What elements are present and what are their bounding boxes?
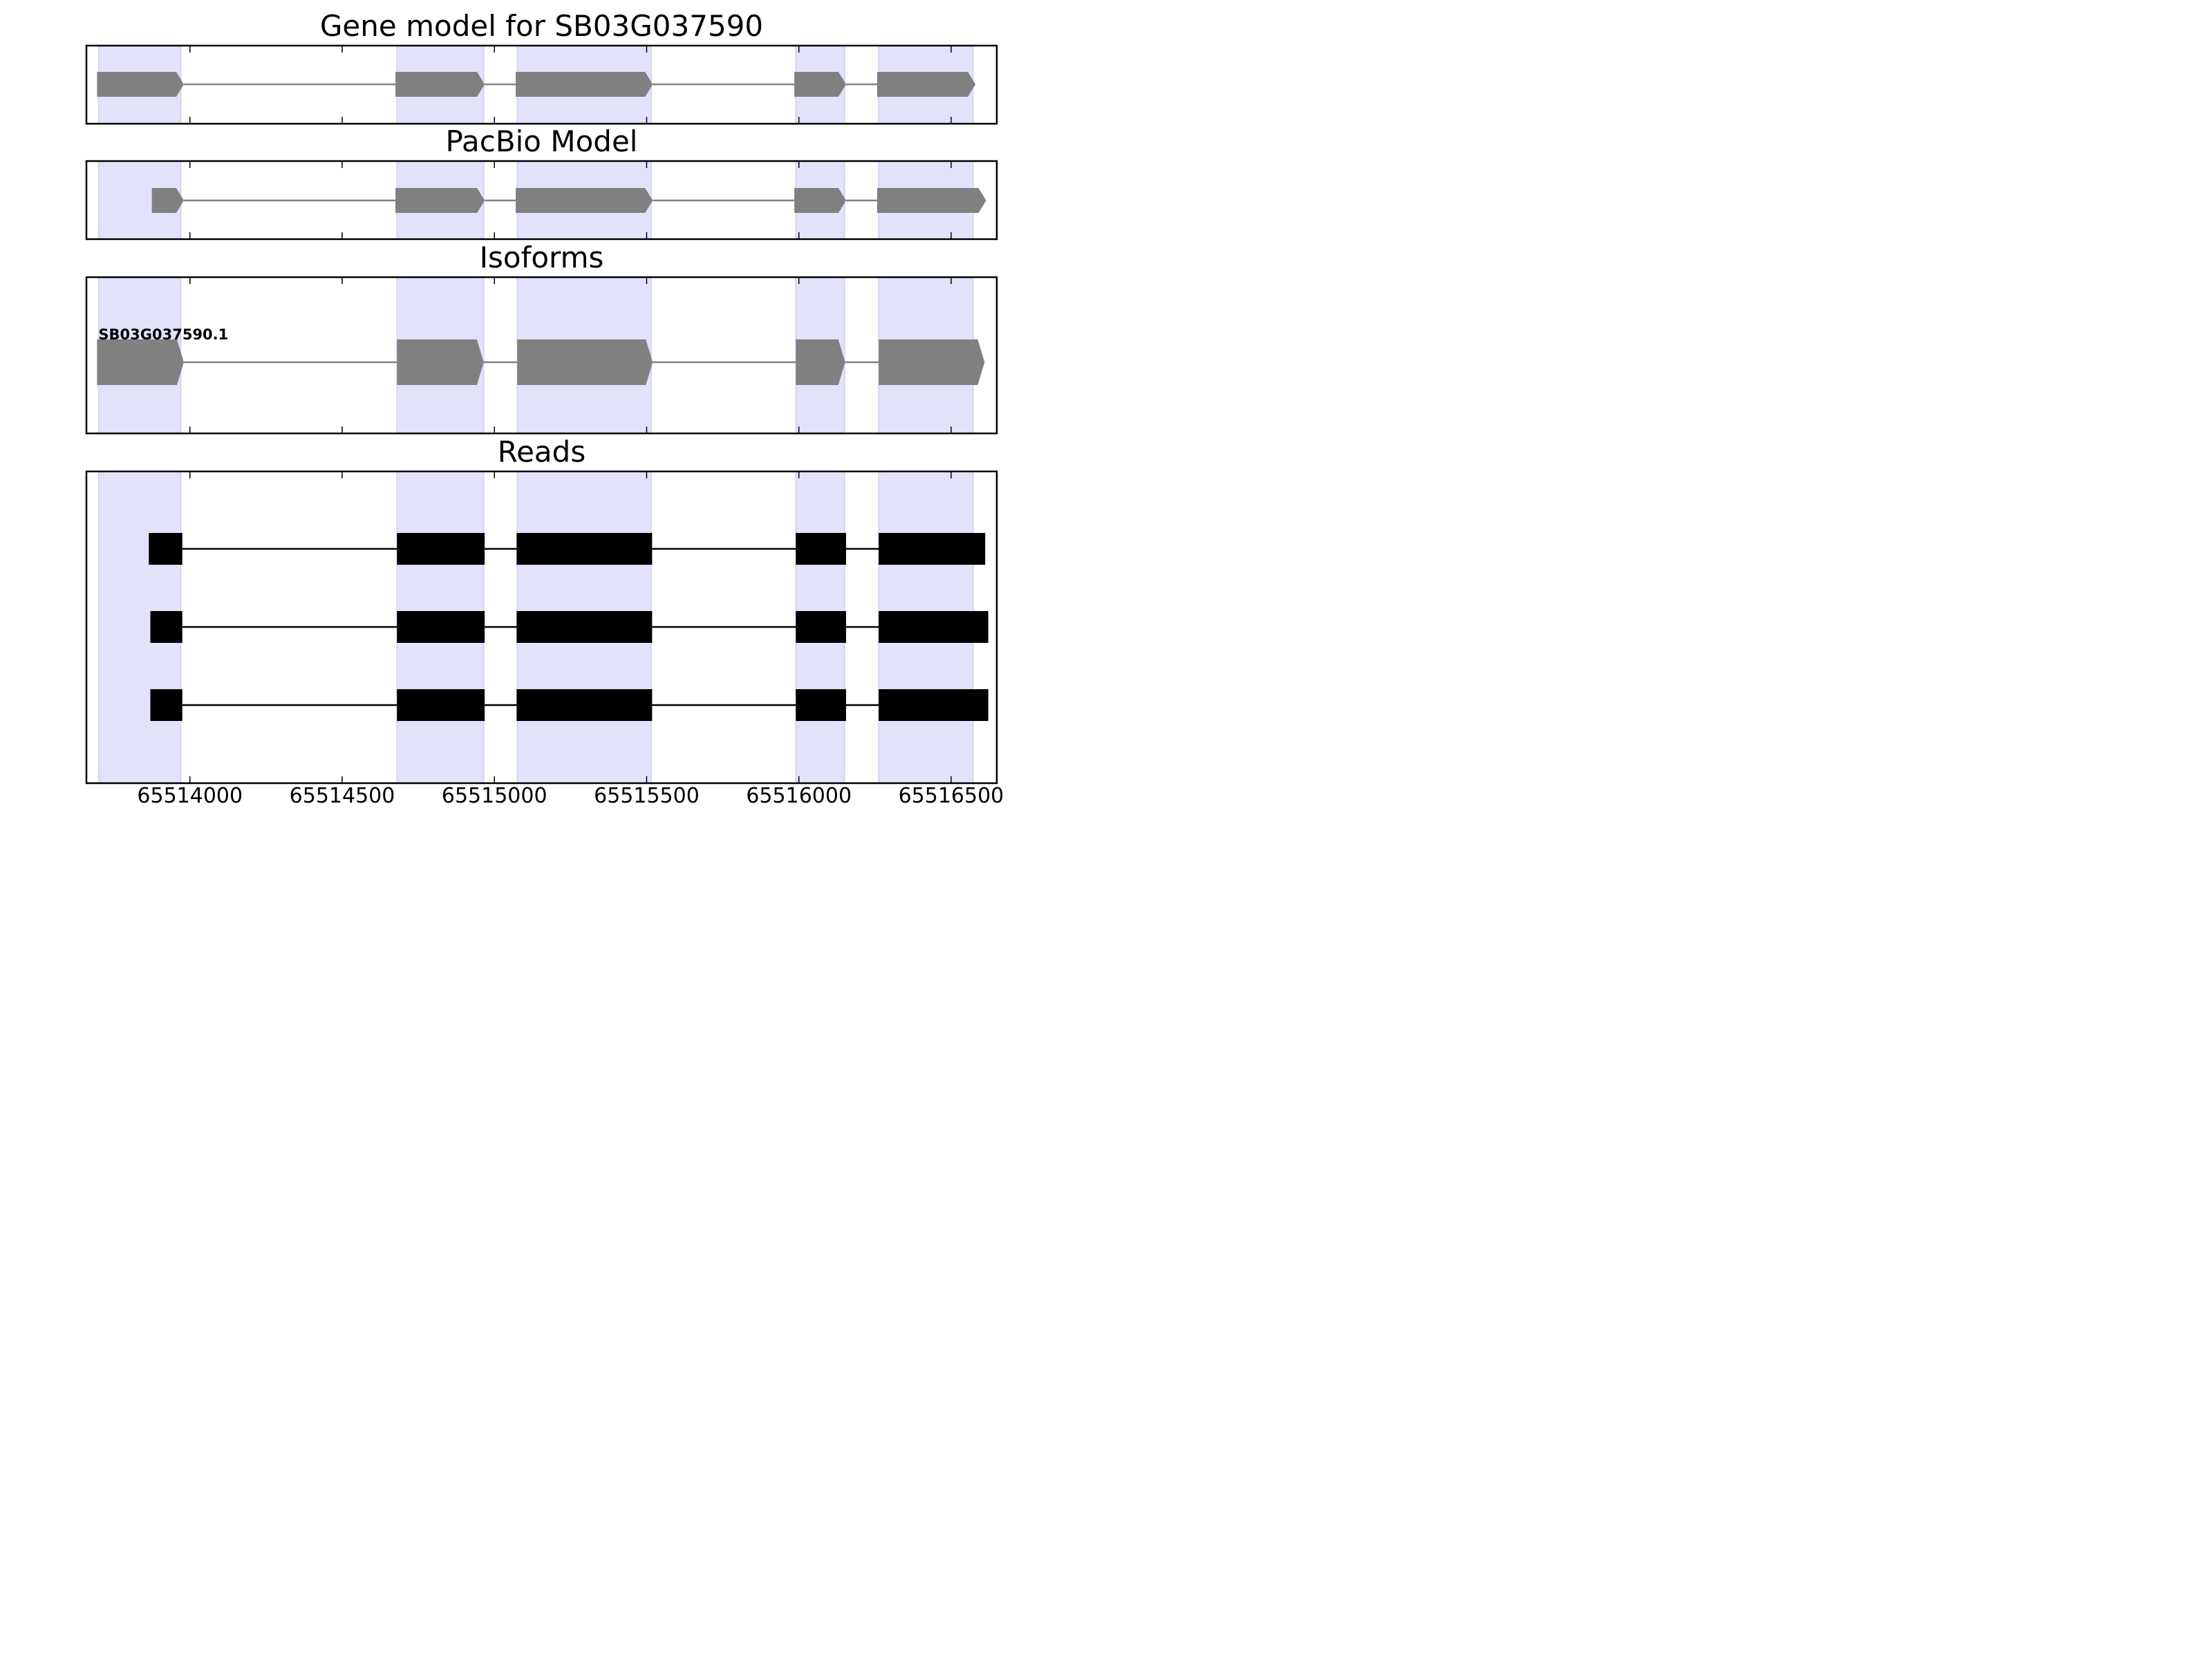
read-2 bbox=[150, 689, 988, 721]
read-exon-block bbox=[796, 611, 846, 643]
panel-frame bbox=[85, 470, 998, 785]
panel-frame bbox=[85, 44, 998, 125]
exon-arrow bbox=[395, 188, 485, 213]
exon-arrow bbox=[879, 339, 985, 385]
read-exon-block bbox=[879, 689, 988, 721]
x-tick-label: 65514000 bbox=[137, 784, 243, 805]
exon-arrow bbox=[516, 188, 653, 213]
exon-arrow bbox=[794, 188, 846, 213]
read-exon-block bbox=[516, 533, 653, 565]
panels-layer: Gene model for SB03G037590 PacBio Model Is… bbox=[85, 9, 998, 785]
read-exon-block bbox=[516, 611, 653, 643]
panel-content bbox=[97, 46, 976, 124]
exon-arrow bbox=[796, 339, 845, 385]
gene-structure-figure: Gene model for SB03G037590 PacBio Model Is… bbox=[85, 9, 1004, 805]
panel-3: Reads bbox=[85, 435, 998, 785]
exon-arrow bbox=[877, 72, 976, 97]
read-1 bbox=[150, 611, 988, 643]
read-exon-block bbox=[516, 689, 653, 721]
read-exon-block bbox=[397, 533, 485, 565]
read-0 bbox=[149, 533, 986, 565]
panel-frame bbox=[85, 160, 998, 241]
read-exon-block bbox=[796, 533, 846, 565]
read-exon-block bbox=[149, 533, 182, 565]
panel-title: Reads bbox=[498, 435, 585, 469]
panel-title: Gene model for SB03G037590 bbox=[320, 9, 763, 43]
exon-arrow bbox=[395, 72, 485, 97]
exon-arrow bbox=[517, 339, 653, 385]
isoform-label: SB03G037590.1 bbox=[98, 326, 228, 343]
panel-content: SB03G037590.1 bbox=[97, 277, 985, 433]
panel-1: PacBio Model bbox=[85, 124, 998, 241]
x-tick-label: 65515000 bbox=[442, 784, 547, 805]
exon-arrow bbox=[397, 339, 484, 385]
panel-0: Gene model for SB03G037590 bbox=[85, 9, 998, 125]
panel-content bbox=[97, 471, 988, 783]
read-exon-block bbox=[150, 689, 182, 721]
exon-arrow bbox=[794, 72, 846, 97]
exon-arrow bbox=[97, 72, 184, 97]
read-exon-block bbox=[397, 689, 485, 721]
x-tick-label: 65516000 bbox=[746, 784, 852, 805]
read-exon-block bbox=[796, 689, 846, 721]
exon-arrow bbox=[877, 188, 986, 213]
read-exon-block bbox=[879, 533, 986, 565]
read-exon-block bbox=[150, 611, 182, 643]
x-axis: 65514000 65514500 65515000 65515500 65516000… bbox=[137, 784, 1004, 805]
exon-arrow bbox=[97, 339, 184, 385]
x-tick-label: 65516500 bbox=[899, 784, 1004, 805]
panel-title: Isoforms bbox=[480, 241, 604, 274]
read-exon-block bbox=[397, 611, 485, 643]
panel-2: Isoforms SB03G037590.1 bbox=[85, 241, 998, 435]
read-exon-block bbox=[879, 611, 988, 643]
x-tick-label: 65515500 bbox=[594, 784, 700, 805]
exon-arrow bbox=[516, 72, 653, 97]
exon-arrow bbox=[151, 188, 184, 213]
exon-highlight-band bbox=[97, 471, 182, 783]
panel-title: PacBio Model bbox=[446, 124, 638, 158]
panel-frame bbox=[85, 276, 998, 435]
panel-content bbox=[97, 161, 986, 239]
x-tick-label: 65514500 bbox=[290, 784, 395, 805]
